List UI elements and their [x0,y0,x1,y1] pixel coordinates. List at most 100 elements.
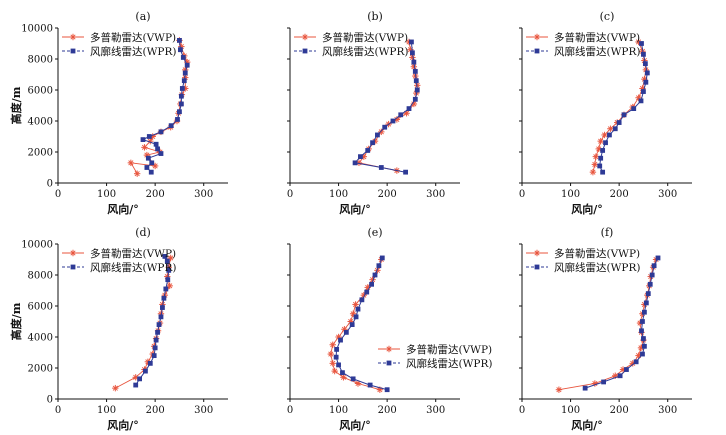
y-tick-label: 2000 [28,148,53,159]
data-point [334,347,340,352]
data-point [352,160,358,166]
data-point [412,96,418,102]
legend-marker [534,264,540,270]
x-tick-label: 100 [97,405,116,416]
x-axis-title: 风向/° [339,202,371,216]
legend-marker [301,33,309,41]
legend-label-vwp: 多普勒雷达(VWP) [90,247,176,260]
data-point [338,337,343,343]
data-point [180,55,186,60]
data-point [601,379,606,385]
data-point [178,93,184,99]
x-axis-title: 风向/° [107,202,139,216]
data-point [153,337,159,343]
data-point [149,160,155,166]
series-wpr [352,39,420,175]
x-axis-title: 风向/° [107,418,139,432]
legend-marker [70,264,76,270]
x-tick-label: 100 [97,189,116,200]
data-point [398,112,404,118]
data-point [364,289,370,295]
x-tick-label: 100 [329,405,348,416]
x-tick-label: 0 [519,189,525,200]
data-point [645,291,651,296]
data-point [137,376,142,382]
data-point [155,329,160,335]
x-tick-label: 300 [426,405,445,416]
legend: 多普勒雷达(VWP)风廓线雷达(WPR) [62,247,176,274]
data-point [411,59,417,65]
data-point [163,286,169,292]
data-point [651,263,657,269]
data-point [331,367,338,375]
data-point [403,169,408,175]
data-point [641,89,646,94]
panel-label: (b) [367,10,383,23]
y-tick-label: 10000 [21,24,53,35]
data-point [642,61,648,67]
data-point [598,155,604,161]
legend-label-wpr: 风廓线雷达(WPR) [406,357,492,370]
data-point [555,386,563,393]
data-point [372,272,378,278]
y-tick-label: 4000 [28,333,53,344]
data-point [376,263,382,269]
data-point [175,117,180,122]
data-point [329,360,336,367]
legend-marker [534,48,540,54]
data-point [340,370,345,376]
data-point [133,382,139,388]
data-point [133,170,141,177]
data-point [168,123,174,129]
data-point [358,154,363,160]
data-point [365,148,371,153]
data-point [148,169,154,175]
series-line [135,256,170,386]
data-point [640,319,645,324]
legend-marker [302,48,308,54]
data-point [353,314,359,320]
x-tick-label: 100 [329,189,348,200]
data-point [643,79,649,85]
x-axis-title: 风向/° [571,418,603,432]
x-tick-label: 100 [561,189,580,200]
data-point [640,351,645,357]
legend-label-wpr: 风廓线雷达(WPR) [554,261,640,274]
data-point [642,309,647,315]
series-wpr [597,41,650,175]
series-line [335,257,388,391]
data-point [600,169,606,175]
panel-label: (a) [135,10,150,23]
y-tick-label: 8000 [28,55,53,66]
legend: 多普勒雷达(VWP)风廓线雷达(WPR) [294,31,408,58]
x-tick-label: 0 [55,405,61,416]
legend-label-vwp: 多普勒雷达(VWP) [406,343,492,356]
data-point [607,132,612,138]
data-point [612,126,618,132]
legend-marker [69,33,77,41]
data-point [638,98,644,104]
data-point [591,161,599,168]
data-point [589,168,597,176]
x-tick-label: 200 [146,405,165,416]
data-point [601,131,608,139]
legend-label-vwp: 多普勒雷达(VWP) [554,31,640,44]
data-point [409,39,414,45]
legend-label-vwp: 多普勒雷达(VWP) [322,31,408,44]
x-tick-label: 0 [519,405,525,416]
x-tick-label: 0 [287,405,293,416]
data-point [354,380,362,387]
data-point [127,159,135,167]
y-tick-label: 10000 [21,240,53,251]
data-point [359,297,365,303]
data-point [643,300,649,306]
data-point [639,328,644,334]
legend-label-vwp: 多普勒雷达(VWP) [90,31,176,44]
data-point [151,353,157,358]
x-tick-label: 200 [610,189,629,200]
data-point [153,141,159,147]
data-point [336,362,341,368]
data-point [616,120,622,125]
data-point [349,322,355,327]
data-point [370,140,375,146]
